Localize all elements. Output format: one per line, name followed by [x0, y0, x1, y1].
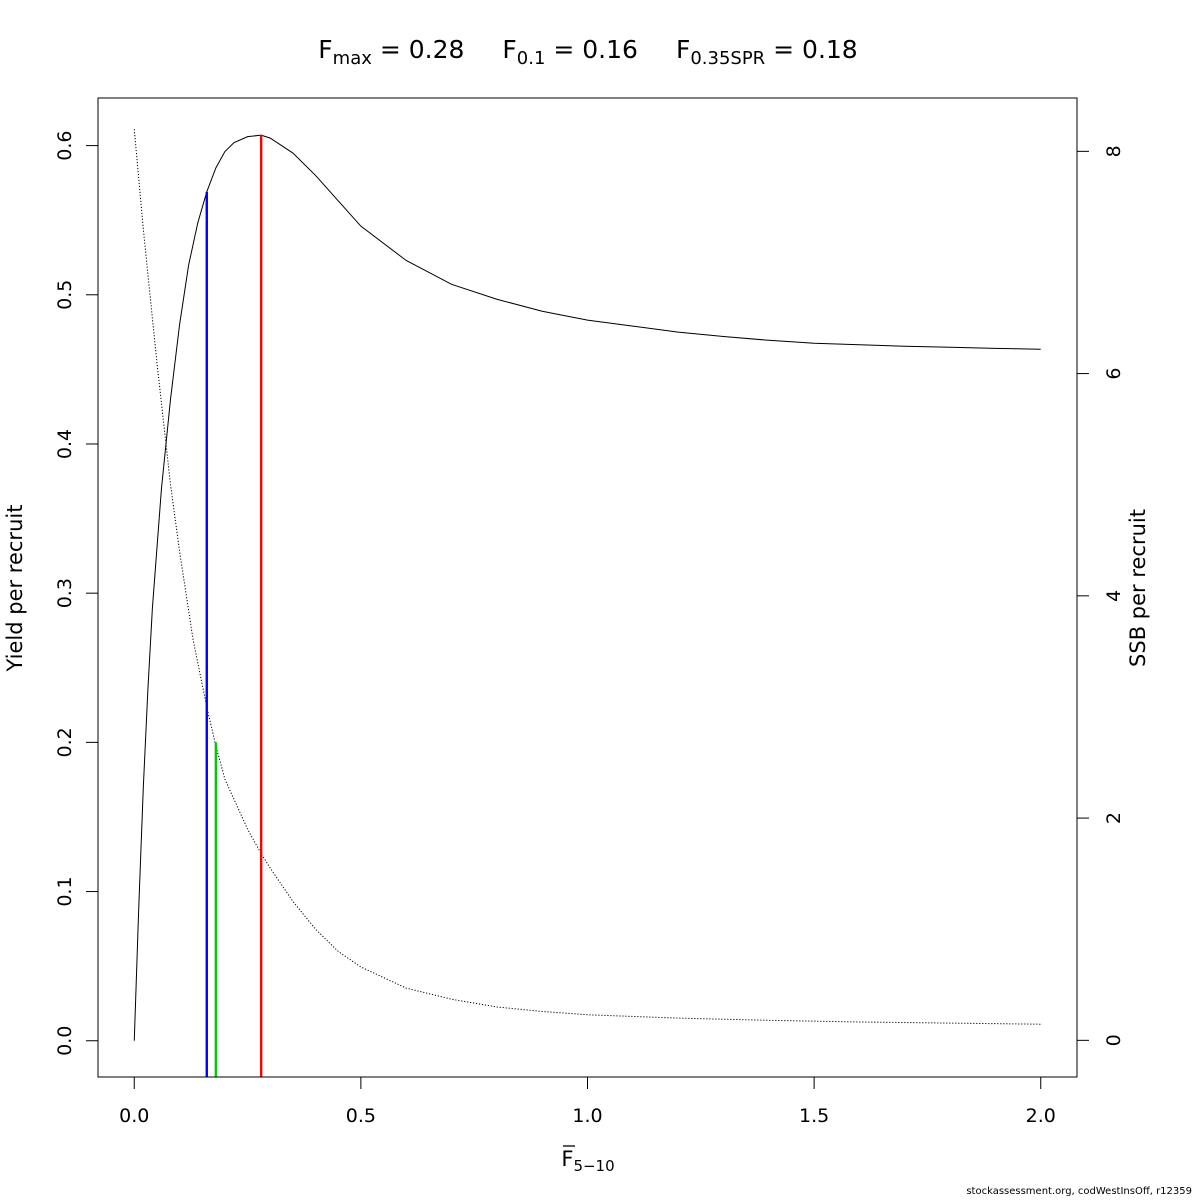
x-axis: 0.0 0.5 1.0 1.5 2.0 — [119, 1076, 1056, 1127]
y2-axis-title: SSB per recruit — [1126, 509, 1150, 667]
title-fspr-base: F — [676, 35, 690, 64]
y-tick-label: 0.4 — [54, 429, 76, 459]
y-tick-label: 0.2 — [54, 727, 76, 757]
reference-lines — [205, 135, 263, 1077]
title-fmax-base: F — [318, 35, 332, 64]
x-axis-title-base: F — [561, 1147, 573, 1171]
yield-per-recruit-line — [133, 134, 1041, 1041]
title-f01-sub: 0.1 — [517, 48, 546, 69]
y2-tick-label: 6 — [1103, 368, 1125, 380]
x-axis-title: F5−10 — [561, 1145, 615, 1175]
x-tick-label: 1.5 — [799, 1105, 829, 1127]
y-axis-left: 0.0 0.1 0.2 0.3 0.4 0.5 0.6 — [54, 130, 99, 1056]
y2-tick-label: 4 — [1103, 590, 1125, 602]
chart-title: Fmax = 0.28 F0.1 = 0.16 F0.35SPR = 0.18 — [318, 35, 857, 69]
x-tick-label: 2.0 — [1026, 1105, 1056, 1127]
title-f01-base: F — [502, 35, 516, 64]
y-axis-title: Yield per recruit — [3, 505, 27, 673]
title-fspr-sub: 0.35SPR — [690, 48, 765, 69]
y-tick-label: 0.5 — [54, 280, 76, 310]
y-tick-label: 0.1 — [54, 876, 76, 906]
y2-tick-label: 8 — [1103, 145, 1125, 157]
title-fspr-value: = 0.18 — [765, 35, 858, 64]
y-axis-right: 0 2 4 6 8 — [1076, 145, 1125, 1046]
credit-text: stockassessment.org, codWestInsOff, r123… — [966, 1186, 1192, 1197]
y-tick-label: 0.0 — [54, 1026, 76, 1056]
x-tick-label: 0.5 — [346, 1105, 376, 1127]
plot-frame — [97, 97, 1078, 1078]
ssb-per-recruit-line — [133, 129, 1041, 1025]
x-tick-label: 1.0 — [572, 1105, 602, 1127]
y2-tick-label: 0 — [1103, 1034, 1125, 1046]
title-fmax-sub: max — [333, 48, 373, 69]
x-axis-title-sub: 5−10 — [573, 1157, 614, 1175]
svg-text:F5−10: F5−10 — [561, 1147, 614, 1175]
series-layer — [133, 129, 1041, 1041]
y-tick-label: 0.6 — [54, 130, 76, 160]
y-tick-label: 0.3 — [54, 578, 76, 608]
title-fmax-value: = 0.28 — [372, 35, 465, 64]
x-tick-label: 0.0 — [119, 1105, 149, 1127]
title-f01-value: = 0.16 — [545, 35, 638, 64]
y2-tick-label: 2 — [1103, 812, 1125, 824]
